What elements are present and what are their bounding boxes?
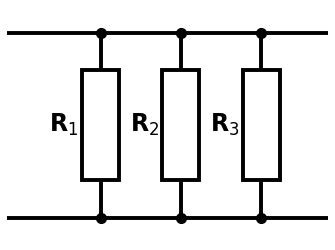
Bar xyxy=(162,70,199,180)
Bar xyxy=(82,70,119,180)
Text: $\mathbf{R}_{2}$: $\mathbf{R}_{2}$ xyxy=(130,112,159,138)
Bar xyxy=(243,70,280,180)
Text: $\mathbf{R}_{3}$: $\mathbf{R}_{3}$ xyxy=(210,112,240,138)
Text: $\mathbf{R}_{1}$: $\mathbf{R}_{1}$ xyxy=(50,112,79,138)
